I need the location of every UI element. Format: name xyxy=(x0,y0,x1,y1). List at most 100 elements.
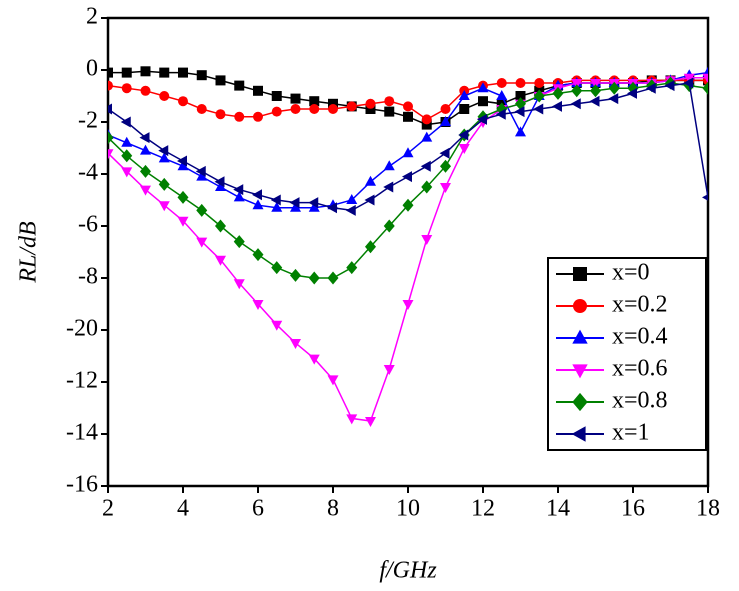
data-point xyxy=(365,417,376,427)
x-tick-label: 14 xyxy=(546,496,570,522)
data-point xyxy=(140,66,151,77)
data-point xyxy=(290,268,301,282)
data-point xyxy=(421,235,433,245)
data-point xyxy=(571,84,583,98)
data-point xyxy=(234,111,245,122)
data-point xyxy=(253,111,263,122)
data-point xyxy=(233,191,245,202)
data-point xyxy=(365,240,376,254)
data-point xyxy=(383,160,395,171)
data-point xyxy=(402,300,414,310)
data-point xyxy=(403,101,413,112)
data-point xyxy=(215,109,226,120)
y-tick-label: 2 xyxy=(86,4,98,30)
data-point xyxy=(420,160,431,172)
data-point xyxy=(365,104,376,114)
y-tick-label: 0 xyxy=(86,56,98,82)
data-point xyxy=(290,201,301,212)
data-point xyxy=(271,201,283,212)
legend-label: x=0.2 xyxy=(612,292,668,318)
data-point xyxy=(308,354,320,365)
data-point xyxy=(108,67,113,78)
data-point xyxy=(421,119,432,130)
data-point xyxy=(196,170,208,181)
data-point xyxy=(327,375,339,386)
y-tick-label: -12 xyxy=(66,368,98,394)
data-point xyxy=(214,176,225,188)
data-point xyxy=(364,194,375,206)
data-point xyxy=(402,171,412,183)
data-point xyxy=(121,149,133,163)
y-tick-label: -14 xyxy=(66,420,98,446)
x-tick-label: 10 xyxy=(396,496,420,522)
data-point xyxy=(120,116,131,128)
data-point xyxy=(514,106,525,118)
data-point xyxy=(683,73,695,84)
data-point xyxy=(177,190,189,204)
data-point xyxy=(233,235,245,249)
data-point xyxy=(308,201,320,212)
data-point xyxy=(515,78,526,88)
data-point xyxy=(252,189,262,201)
data-point xyxy=(178,67,188,78)
data-point xyxy=(328,98,338,109)
data-point xyxy=(177,155,187,167)
data-point xyxy=(308,197,319,209)
data-point xyxy=(440,159,451,173)
x-axis-title: f/GHz xyxy=(379,558,437,584)
data-point xyxy=(233,279,245,290)
data-point xyxy=(515,91,526,101)
data-point xyxy=(215,181,226,191)
data-point xyxy=(496,90,508,100)
data-point xyxy=(215,255,226,266)
data-point xyxy=(309,96,320,107)
data-point xyxy=(440,183,451,193)
data-point xyxy=(477,113,487,125)
data-point xyxy=(608,81,620,95)
data-point xyxy=(346,194,358,204)
data-point xyxy=(328,104,338,114)
legend-label: x=0 xyxy=(612,260,650,286)
data-point xyxy=(233,184,244,196)
data-point xyxy=(108,149,114,160)
data-point xyxy=(196,237,208,248)
x-tick-label: 4 xyxy=(177,496,189,522)
data-point xyxy=(403,111,413,122)
data-point xyxy=(590,79,601,89)
legend-marker xyxy=(573,267,587,281)
data-point xyxy=(384,96,395,107)
legend-box xyxy=(547,257,707,451)
plot-area xyxy=(108,66,708,427)
data-point xyxy=(421,180,433,194)
data-point xyxy=(158,177,170,191)
data-point xyxy=(383,219,395,233)
data-point xyxy=(458,129,469,141)
data-point xyxy=(571,79,583,89)
data-point xyxy=(346,261,358,275)
y-tick-label: -2 xyxy=(78,108,98,134)
data-point xyxy=(108,131,114,145)
data-point xyxy=(271,320,283,331)
legend-label: x=0.6 xyxy=(612,356,668,382)
data-point xyxy=(290,339,301,349)
data-point xyxy=(252,199,264,210)
data-point xyxy=(140,185,151,196)
data-point xyxy=(552,86,564,100)
data-point xyxy=(178,96,188,107)
data-point xyxy=(290,93,301,104)
data-point xyxy=(158,145,169,157)
y-axis-title: RL/dB xyxy=(16,221,42,284)
data-point xyxy=(533,89,545,103)
data-point xyxy=(252,300,264,310)
data-point xyxy=(477,82,489,93)
data-point xyxy=(139,132,150,144)
data-point xyxy=(196,104,207,114)
legend-marker xyxy=(572,392,588,412)
data-point xyxy=(608,93,619,105)
data-point xyxy=(271,261,283,275)
data-point xyxy=(589,95,600,107)
data-point xyxy=(365,175,376,186)
data-point xyxy=(108,103,112,115)
data-point xyxy=(140,144,151,155)
data-point xyxy=(121,167,133,178)
